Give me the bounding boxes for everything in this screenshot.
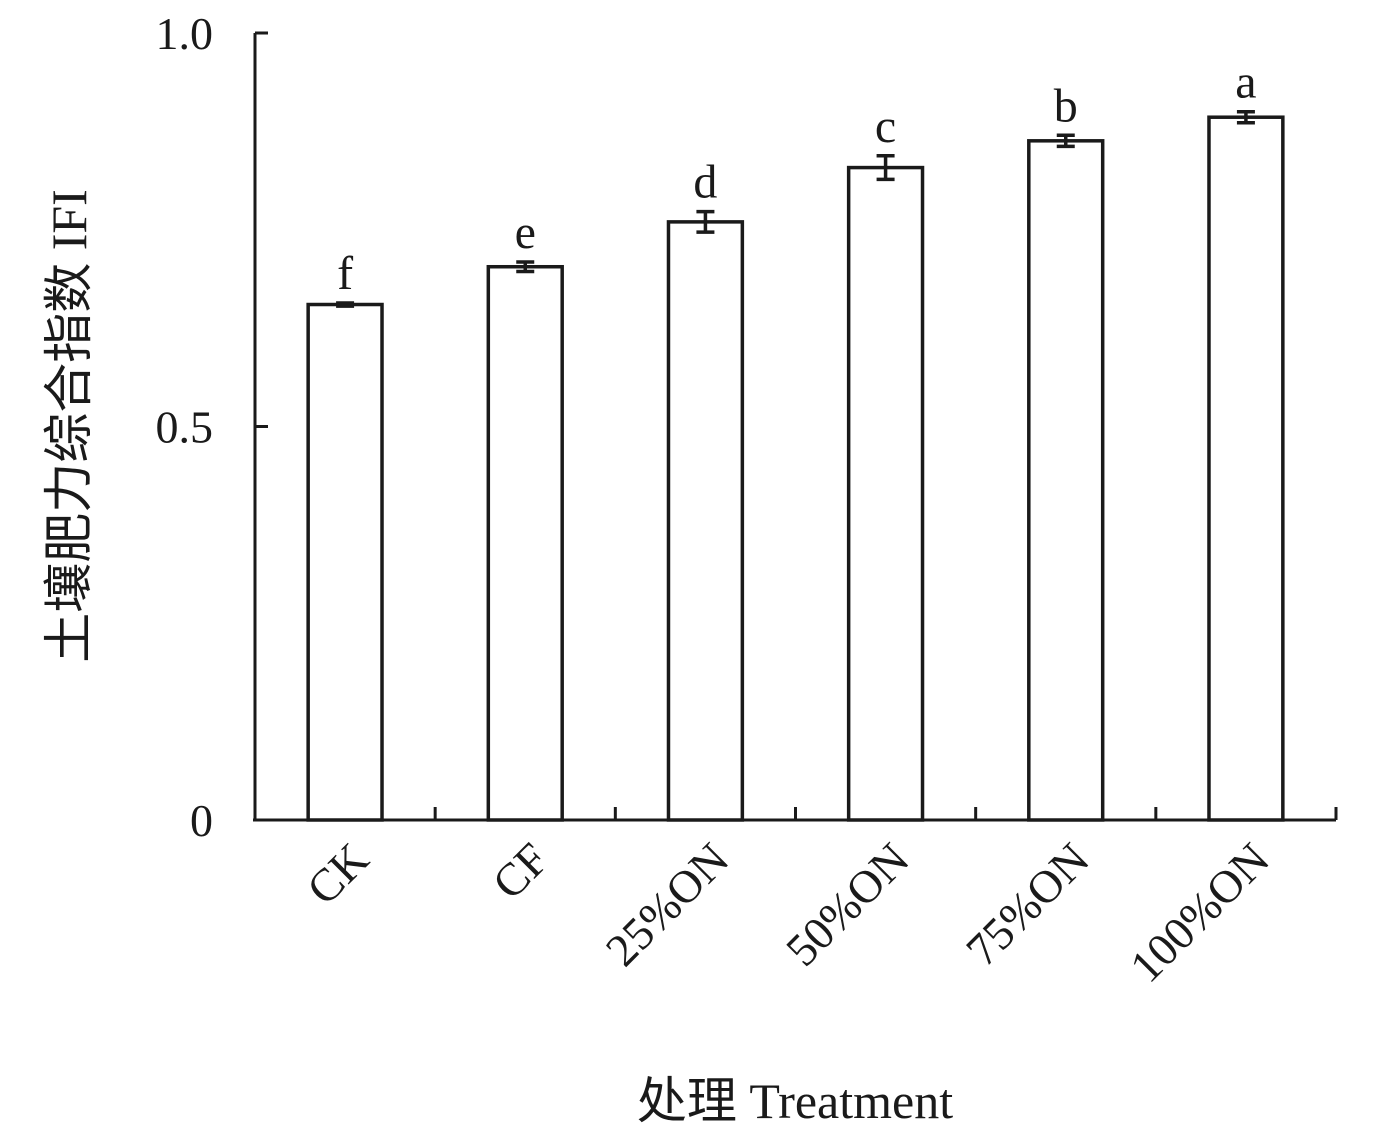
bars-layer: [306, 115, 1285, 822]
bar-50pcton: [846, 165, 925, 822]
significance-letter: f: [337, 247, 353, 300]
significance-letter: e: [515, 206, 536, 259]
x-tick-label: CK: [297, 833, 378, 914]
bar-100pcton: [1207, 115, 1285, 822]
x-tick-label: 50%ON: [776, 833, 919, 976]
bar-75pcton: [1027, 139, 1105, 822]
significance-letters-layer: f e d c b a: [337, 56, 1256, 300]
error-bar: [1056, 133, 1075, 149]
x-ticks-layer: CK CF 25%ON 50%ON 75%ON 100%ON: [297, 807, 1338, 992]
error-bar: [516, 260, 535, 274]
y-axis-title: 土壤肥力综合指数 IFI: [41, 189, 97, 663]
error-bar: [336, 301, 355, 308]
error-bars-layer: [336, 109, 1255, 308]
bar-ck: [306, 302, 384, 822]
y-tick-label: 0.5: [156, 402, 214, 453]
error-bar: [696, 209, 715, 234]
x-axis-title: 处理 Treatment: [637, 1073, 953, 1129]
error-bar: [876, 154, 895, 182]
y-tick-label: 1.0: [156, 8, 214, 59]
error-bar: [1236, 109, 1255, 125]
x-tick-label: 100%ON: [1120, 833, 1279, 992]
significance-letter: c: [875, 100, 896, 153]
significance-letter: b: [1054, 79, 1078, 132]
axes-layer: [253, 33, 1336, 822]
significance-letter: a: [1235, 56, 1256, 109]
bar-25pcton: [666, 220, 745, 822]
significance-letter: d: [693, 156, 717, 209]
y-tick-label: 0: [190, 795, 213, 846]
bar-cf: [486, 264, 564, 822]
x-tick-label: CF: [482, 833, 558, 909]
x-tick-label: 25%ON: [596, 833, 739, 976]
y-ticks-layer: 0 0.5 1.0: [156, 8, 268, 846]
x-tick-label: 75%ON: [956, 833, 1099, 976]
